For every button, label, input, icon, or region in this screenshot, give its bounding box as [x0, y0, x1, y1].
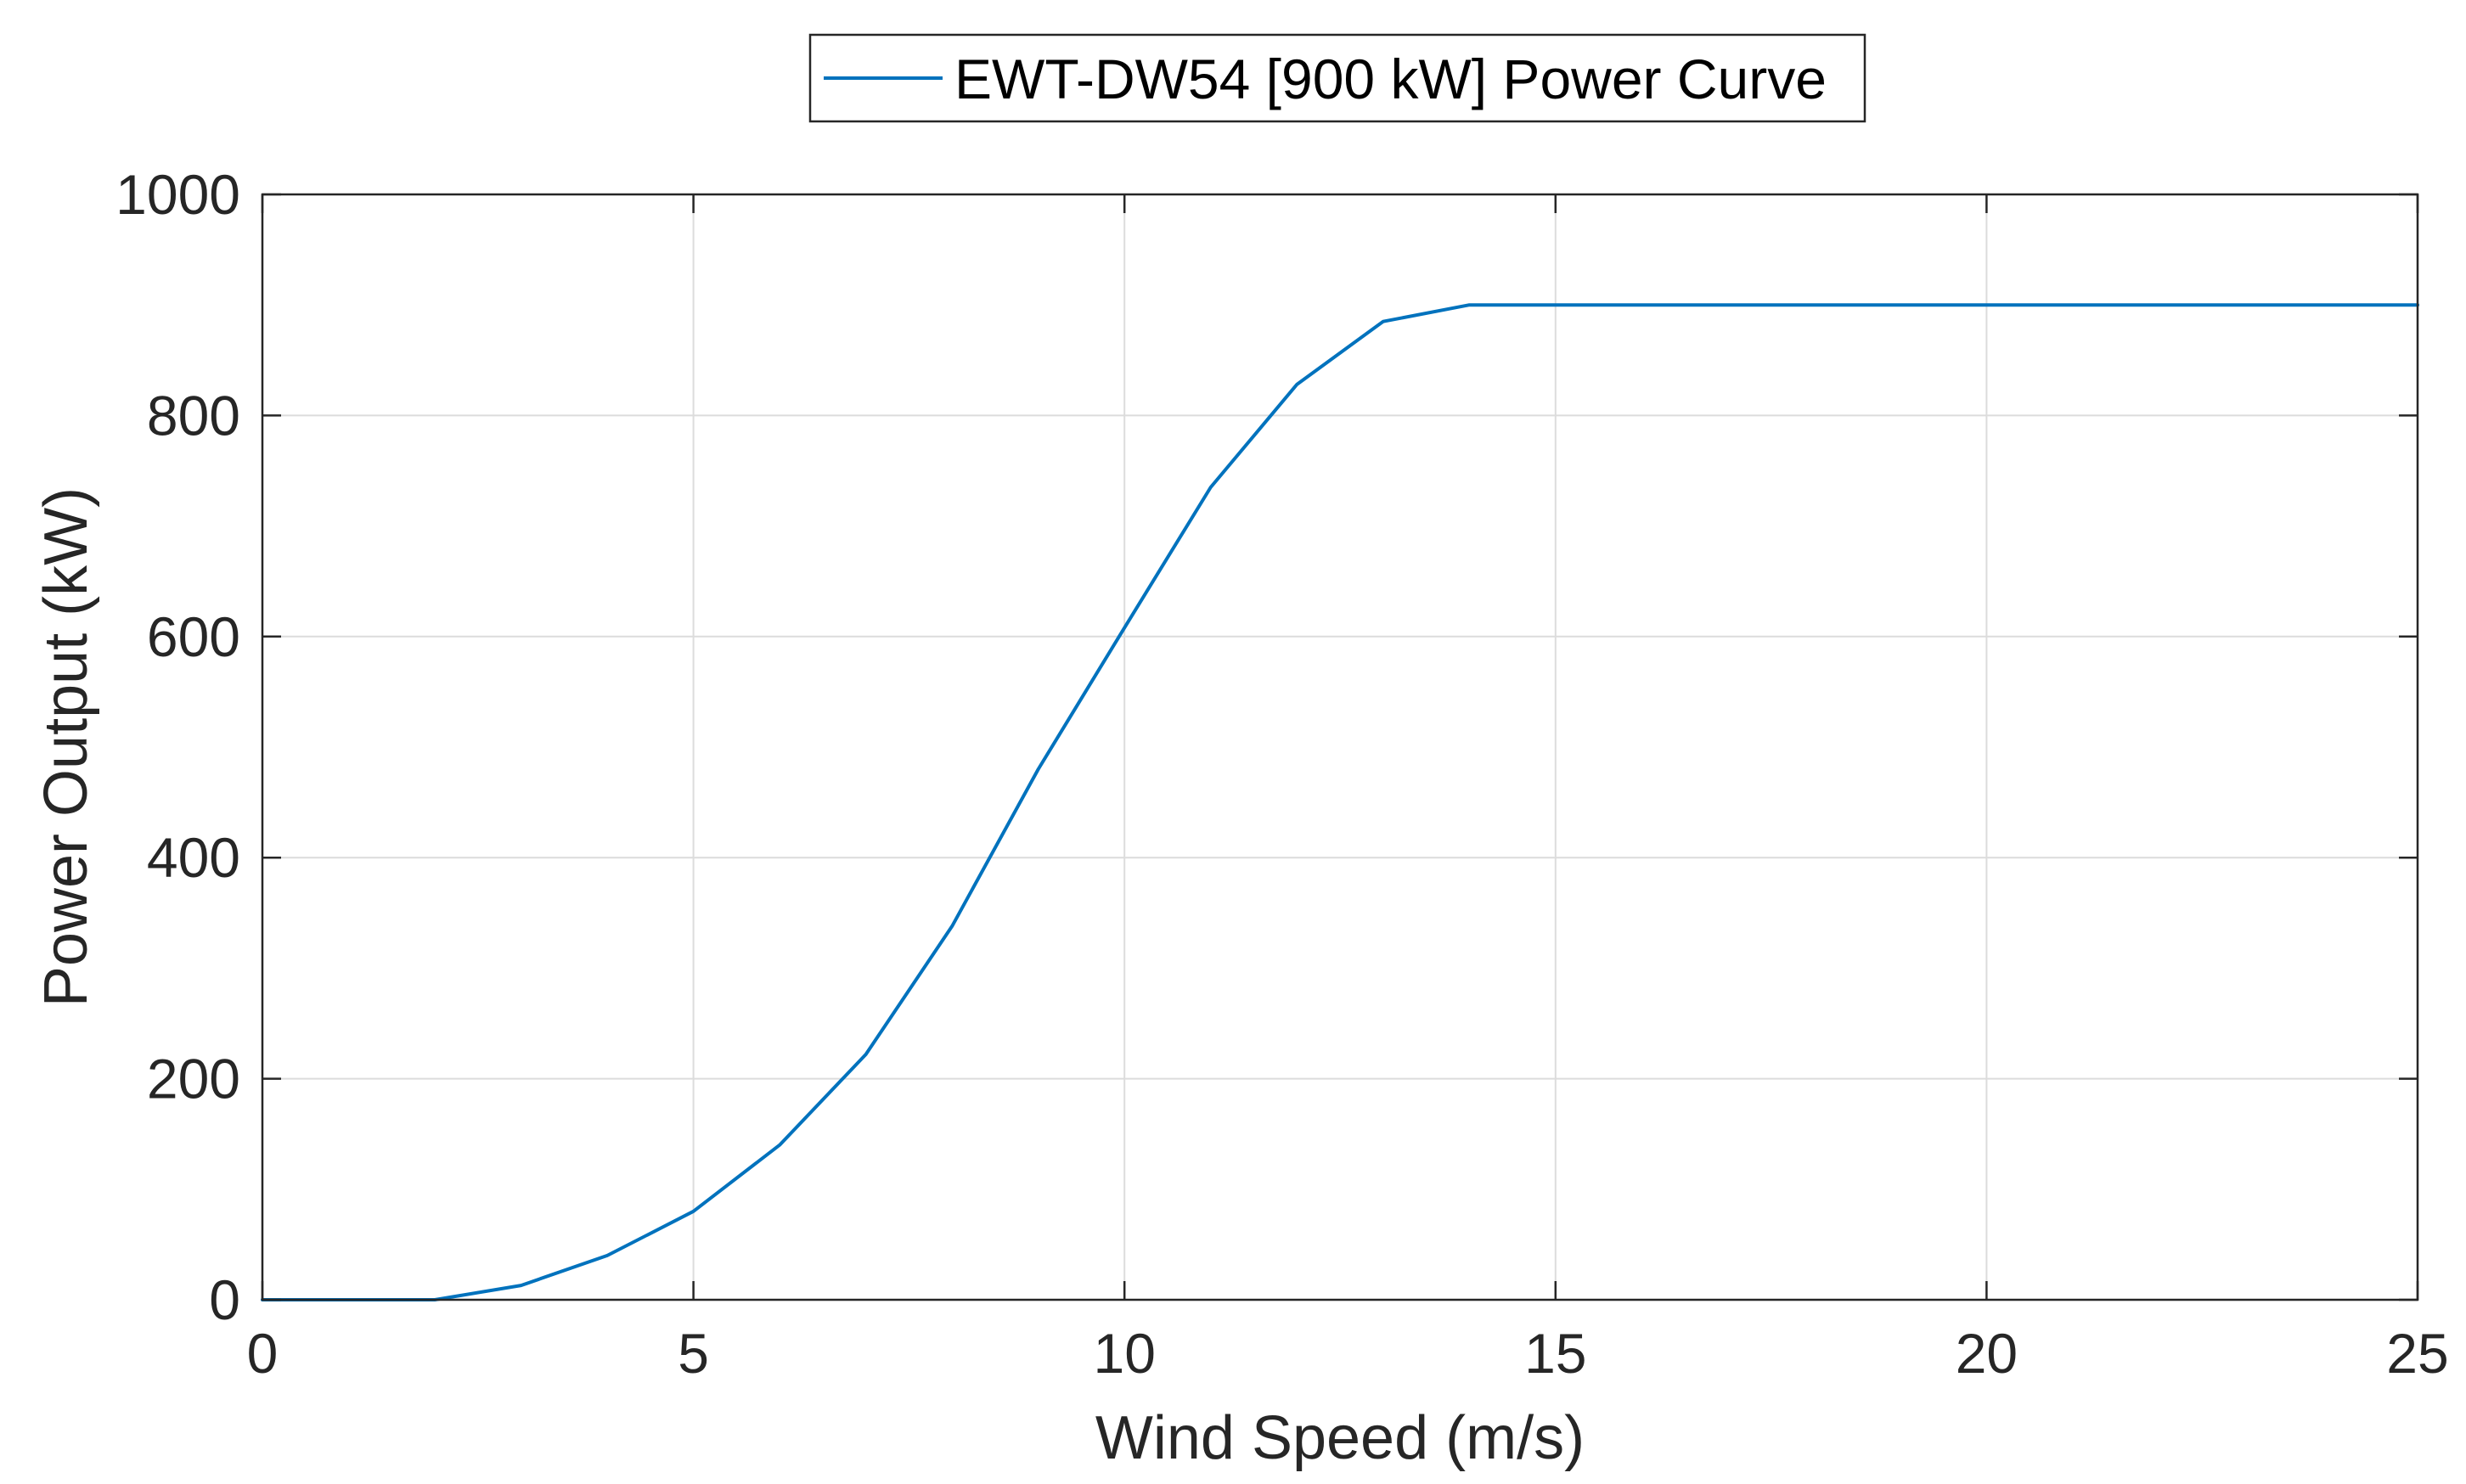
- x-tick-label: 5: [678, 1322, 709, 1385]
- tick-marks: [261, 193, 2419, 1301]
- y-axis-label: Power Output (kW): [32, 487, 100, 1007]
- series-line: [261, 303, 2419, 1301]
- axes-frame: [261, 193, 2419, 1301]
- x-tick-label: 15: [1524, 1322, 1586, 1385]
- y-tick-label: 200: [147, 1048, 240, 1110]
- x-tick-label: 25: [2386, 1322, 2448, 1385]
- legend-box: [808, 33, 1866, 123]
- x-tick-label: 20: [1956, 1322, 2018, 1385]
- y-tick-label: 800: [147, 384, 240, 447]
- y-tick-label: 600: [147, 605, 240, 668]
- tick-labels: 0 5 10 15 20 25 0 200 400 600 800 1000: [115, 163, 2449, 1385]
- y-tick-label: 400: [147, 826, 240, 889]
- x-axis-label: Wind Speed (m/s): [1095, 1404, 1585, 1472]
- series-layer: [261, 303, 2419, 1301]
- y-tick-label: 0: [209, 1268, 240, 1331]
- legend[interactable]: EWT-DW54 [900 kW] Power Curve: [808, 33, 1866, 123]
- x-tick-label: 0: [247, 1322, 279, 1385]
- legend-entry-label: EWT-DW54 [900 kW] Power Curve: [954, 48, 1827, 110]
- x-tick-label: 10: [1093, 1322, 1155, 1385]
- y-tick-label: 1000: [115, 163, 240, 226]
